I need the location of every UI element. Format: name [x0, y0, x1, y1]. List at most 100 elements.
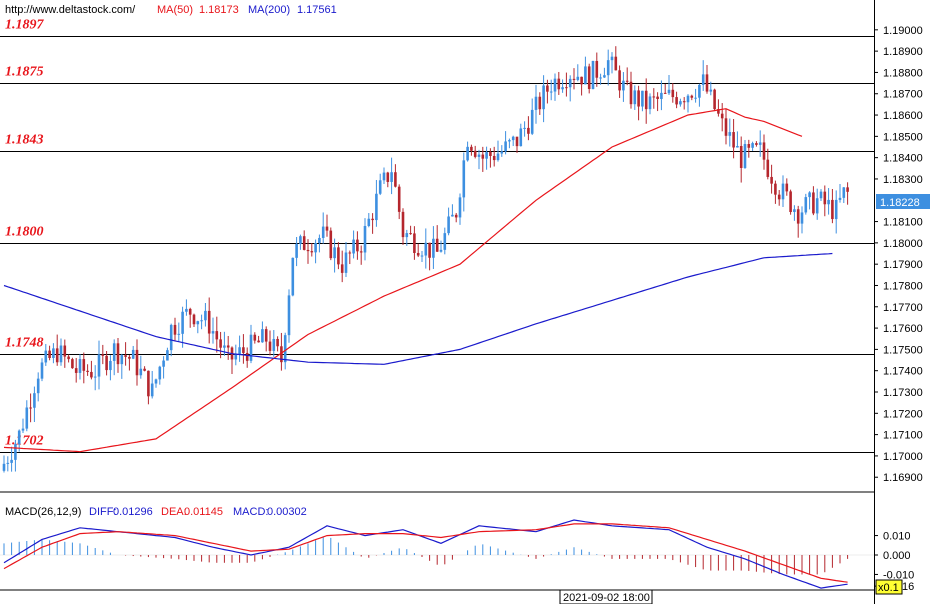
candle-body: [519, 128, 523, 147]
candle-body: [584, 66, 587, 85]
candle-body: [352, 239, 355, 254]
candle-body: [622, 80, 625, 91]
candle-body: [25, 407, 29, 429]
level-label: 1.1702: [5, 434, 44, 449]
candle-body: [606, 60, 610, 76]
candle-body: [831, 199, 834, 220]
candle-body: [435, 238, 439, 252]
candle-body: [40, 362, 44, 379]
candle-body: [470, 146, 473, 151]
candle-body: [86, 370, 89, 372]
macd-diff-label: DIFF:: [89, 506, 117, 518]
candle-body: [736, 146, 739, 148]
candle-body: [724, 118, 728, 136]
level-label: 1.1875: [5, 65, 44, 80]
candle-body: [827, 199, 830, 205]
candle-body: [603, 75, 606, 78]
zoom-label: x0.1: [878, 582, 899, 594]
candle-body: [2, 463, 6, 471]
candle-body: [420, 255, 424, 257]
candle-body: [6, 462, 10, 464]
price-tick-label: 1.18100: [883, 217, 923, 229]
candle-body: [477, 154, 481, 157]
ma50-value: 1.18173: [199, 4, 239, 16]
candle-body: [823, 191, 827, 205]
candle-body: [363, 226, 367, 253]
candle-body: [633, 90, 637, 105]
price-tick-label: 1.16900: [883, 472, 923, 484]
candle-body: [97, 354, 101, 377]
candle-body: [325, 226, 329, 231]
candle-body: [226, 345, 230, 348]
candle-body: [131, 349, 135, 359]
candle-body: [527, 127, 530, 134]
candle-body: [397, 186, 401, 212]
candle-body: [295, 243, 298, 258]
candle-body: [629, 81, 633, 105]
candle-body: [576, 76, 580, 80]
candle-body: [59, 345, 63, 363]
candle-body: [838, 197, 842, 200]
candle-body: [169, 324, 173, 351]
candle-body: [565, 87, 568, 89]
macd-diff-value: 0.01296: [113, 506, 153, 518]
candle-body: [143, 368, 146, 371]
candle-body: [800, 212, 804, 224]
candle-body: [492, 155, 496, 161]
candle-body: [728, 132, 732, 136]
price-tick-label: 1.18000: [883, 238, 923, 250]
candle-body: [264, 329, 268, 342]
moving-averages: [3, 108, 833, 453]
candle-body: [815, 198, 819, 214]
candle-body: [405, 233, 409, 238]
candle-body: [644, 90, 648, 110]
candle-body: [211, 331, 215, 334]
candle-body: [257, 340, 260, 343]
price-axis: 1.19000 1.18900 1.18800 1.18700 1.18600 1.185…: [874, 25, 923, 484]
current-price-badge: [876, 194, 930, 209]
candle-body: [158, 366, 162, 380]
ma200-line: [3, 252, 833, 365]
candle-body: [454, 214, 458, 218]
candle-body: [150, 383, 154, 397]
ma50-label: MA(50): [157, 4, 193, 16]
candle-body: [568, 78, 572, 88]
candle-body: [530, 109, 534, 134]
candle-body: [443, 233, 447, 250]
support-resistance-levels: 1.1897 1.1875 1.1843 1.1800 1.1748 1.1702: [0, 18, 874, 453]
candle-body: [819, 191, 823, 199]
candle-body: [162, 360, 165, 367]
candle-body: [580, 76, 583, 85]
candle-body: [648, 96, 652, 110]
candlestick-series: [2, 46, 849, 473]
candle-body: [705, 74, 709, 92]
candle-body: [33, 393, 36, 408]
candle-body: [663, 92, 667, 94]
candle-body: [679, 101, 682, 105]
level-label: 1.1800: [5, 225, 44, 240]
candle-body: [310, 251, 314, 253]
macd-tick-label: -0.010: [883, 569, 914, 581]
candle-body: [751, 143, 754, 148]
candle-body: [253, 334, 257, 341]
macd-title: MACD(26,12,9): [5, 506, 81, 518]
zoom-badge[interactable]: [875, 579, 903, 595]
candle-body: [93, 376, 97, 378]
price-tick-label: 1.17400: [883, 366, 923, 378]
candle-body: [682, 101, 686, 103]
candle-body: [747, 144, 751, 148]
candle-body: [458, 197, 462, 218]
candle-body: [732, 132, 735, 148]
candle-body: [546, 85, 549, 92]
candle-body: [424, 242, 428, 256]
candle-body: [74, 368, 78, 373]
price-tick-label: 1.17700: [883, 302, 923, 314]
candle-body: [302, 236, 306, 250]
candle-body: [793, 209, 796, 213]
candle-body: [390, 172, 393, 182]
macd-dea-value: 0.01145: [184, 506, 223, 518]
candle-body: [591, 60, 595, 90]
candle-body: [766, 159, 770, 177]
